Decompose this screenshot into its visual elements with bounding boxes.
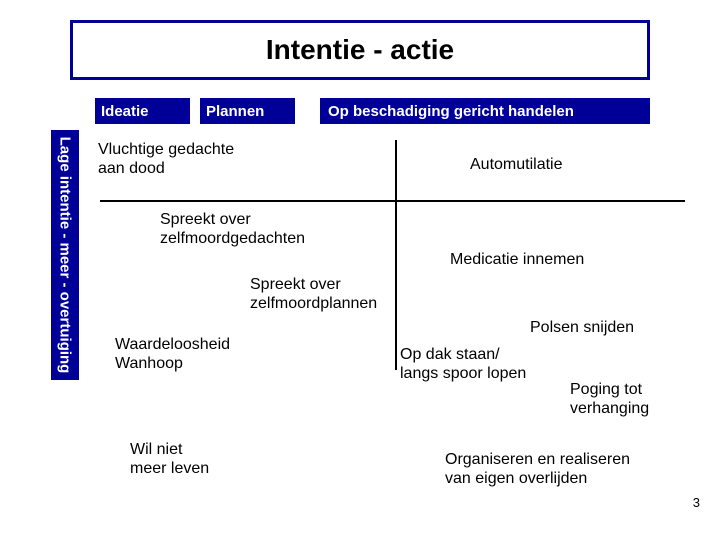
item-automutilatie: Automutilatie	[470, 155, 563, 174]
sidebar-axis: Lage intentie - meer - overtuiging	[51, 130, 79, 380]
item-polsen: Polsen snijden	[530, 318, 634, 337]
item-spreekt-plannen-l1: Spreekt over	[250, 276, 341, 293]
item-waardeloosheid-l2: Wanhoop	[115, 355, 183, 372]
item-op-dak-l1: Op dak staan/	[400, 346, 500, 363]
item-spreekt-gedachten: Spreekt over zelfmoordgedachten	[160, 210, 305, 248]
column-header-handelen: Op beschadiging gericht handelen	[320, 98, 650, 124]
slide-number: 3	[693, 495, 700, 510]
item-organiseren-l2: van eigen overlijden	[445, 470, 587, 487]
column-header-plannen: Plannen	[200, 98, 295, 124]
item-spreekt-gedachten-l2: zelfmoordgedachten	[160, 230, 305, 247]
item-wil-niet-l1: Wil niet	[130, 441, 182, 458]
quadrant-vertical-line	[395, 140, 397, 370]
column-header-ideatie: Ideatie	[95, 98, 190, 124]
item-spreekt-plannen-l2: zelfmoordplannen	[250, 295, 377, 312]
item-poging-l1: Poging tot	[570, 381, 642, 398]
item-poging-l2: verhanging	[570, 400, 649, 417]
item-organiseren-l1: Organiseren en realiseren	[445, 451, 630, 468]
item-vluchtige-l2: aan dood	[98, 160, 165, 177]
item-vluchtige-l1: Vluchtige gedachte	[98, 141, 234, 158]
item-poging: Poging tot verhanging	[570, 380, 649, 418]
item-waardeloosheid-l1: Waardeloosheid	[115, 336, 230, 353]
quadrant-horizontal-line	[100, 200, 685, 202]
item-op-dak-l2: langs spoor lopen	[400, 365, 526, 382]
item-wil-niet-l2: meer leven	[130, 460, 209, 477]
item-waardeloosheid: Waardeloosheid Wanhoop	[115, 335, 230, 373]
item-vluchtige: Vluchtige gedachte aan dood	[98, 140, 234, 178]
item-organiseren: Organiseren en realiseren van eigen over…	[445, 450, 630, 488]
item-wil-niet: Wil niet meer leven	[130, 440, 209, 478]
item-op-dak: Op dak staan/ langs spoor lopen	[400, 345, 526, 383]
item-spreekt-gedachten-l1: Spreekt over	[160, 211, 251, 228]
sidebar-label: Lage intentie - meer - overtuiging	[57, 137, 74, 374]
slide-title: Intentie - actie	[70, 20, 650, 80]
item-medicatie: Medicatie innemen	[450, 250, 584, 269]
item-spreekt-plannen: Spreekt over zelfmoordplannen	[250, 275, 377, 313]
